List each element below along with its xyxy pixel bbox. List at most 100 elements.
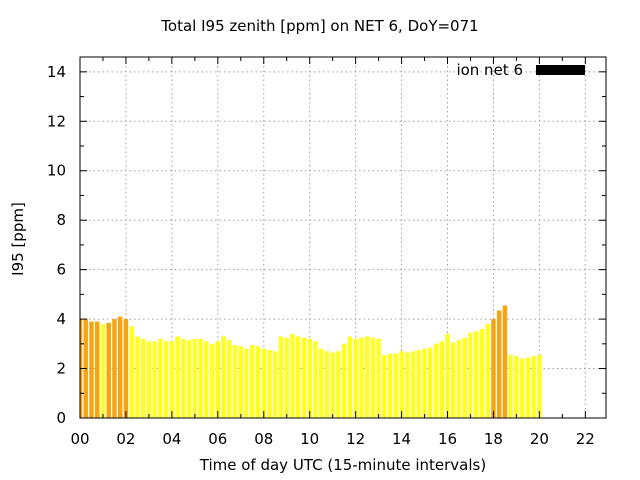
- y-tick-label: 14: [47, 63, 66, 81]
- x-tick-label: 00: [70, 430, 89, 448]
- bar: [445, 333, 450, 418]
- bar: [318, 348, 324, 418]
- bar: [485, 324, 490, 418]
- bar: [531, 356, 536, 418]
- bar: [204, 341, 209, 418]
- x-tick-label: 12: [346, 430, 365, 448]
- bar: [416, 350, 422, 418]
- bar: [192, 338, 198, 418]
- bar: [232, 345, 238, 418]
- bar: [336, 351, 341, 418]
- bar: [359, 337, 364, 418]
- bar: [117, 316, 123, 418]
- bar: [135, 336, 140, 418]
- bar: [158, 338, 163, 418]
- bar: [502, 305, 508, 418]
- bar: [468, 332, 473, 418]
- bar: [112, 319, 117, 418]
- x-tick-label: 02: [116, 430, 135, 448]
- bar: [295, 336, 301, 418]
- bar: [215, 341, 221, 418]
- y-tick-label: 8: [56, 211, 66, 229]
- bar: [146, 341, 152, 418]
- bar: [152, 341, 157, 418]
- bar: [186, 340, 192, 418]
- bar: [479, 328, 485, 418]
- legend-swatch: [536, 65, 585, 75]
- bar: [123, 319, 129, 418]
- bar: [278, 336, 284, 418]
- bar: [169, 341, 175, 418]
- bar: [255, 346, 261, 418]
- x-tick-label: 04: [162, 430, 181, 448]
- bar: [519, 358, 525, 418]
- bar: [428, 347, 433, 418]
- bar: [525, 357, 531, 418]
- bar: [387, 353, 393, 418]
- bar: [313, 341, 318, 418]
- bar: [370, 337, 376, 418]
- bar: [129, 326, 134, 418]
- bar: [301, 337, 307, 418]
- bar: [221, 336, 226, 418]
- bar: [100, 324, 106, 418]
- chart-title: Total I95 zenith [ppm] on NET 6, DoY=071: [161, 17, 479, 35]
- bar: [244, 348, 249, 418]
- bar: [376, 338, 381, 418]
- bar: [347, 336, 353, 418]
- bar: [393, 353, 399, 418]
- y-tick-label: 2: [56, 360, 66, 378]
- bar: [399, 351, 404, 418]
- bar: [422, 348, 427, 418]
- bar: [456, 340, 462, 418]
- bar: [508, 354, 513, 418]
- x-tick-label: 06: [208, 430, 227, 448]
- bar: [410, 351, 416, 418]
- bar: [307, 338, 312, 418]
- grid-lines: [80, 57, 606, 418]
- bar: [382, 354, 387, 418]
- x-tick-label: 08: [254, 430, 273, 448]
- bar: [89, 321, 94, 418]
- bar: [462, 337, 467, 418]
- bar: [181, 338, 186, 418]
- x-axis-label: Time of day UTC (15-minute intervals): [199, 456, 487, 474]
- x-tick-label: 22: [576, 430, 595, 448]
- y-tick-label: 12: [47, 112, 66, 130]
- bar: [163, 341, 169, 418]
- bar: [284, 337, 289, 418]
- x-tick-label: 20: [530, 430, 549, 448]
- y-tick-label: 0: [56, 409, 66, 427]
- bar: [290, 333, 295, 418]
- bar: [106, 322, 111, 418]
- bar: [514, 356, 519, 418]
- bar: [94, 321, 100, 418]
- y-tick-label: 4: [56, 310, 66, 328]
- bar: [273, 351, 278, 418]
- bar: [267, 350, 272, 418]
- bar: [250, 345, 255, 418]
- bar: [175, 336, 180, 418]
- x-tick-label: 14: [392, 430, 411, 448]
- bar: [140, 338, 146, 418]
- bar: [405, 352, 410, 418]
- bar: [439, 341, 445, 418]
- bar: [341, 343, 347, 418]
- bars-group: [80, 305, 542, 418]
- bar: [353, 338, 358, 418]
- bar: [433, 343, 439, 418]
- bar: [451, 342, 456, 418]
- bar: [491, 319, 496, 418]
- legend: ion net 6: [456, 61, 585, 79]
- x-tick-label: 16: [438, 430, 457, 448]
- bar: [364, 336, 370, 418]
- bar: [537, 354, 542, 418]
- bar: [209, 343, 215, 418]
- bar: [330, 352, 335, 418]
- y-tick-label: 10: [47, 162, 66, 180]
- bar: [473, 331, 479, 418]
- plot-frame: [79, 56, 607, 419]
- bar: [496, 310, 502, 418]
